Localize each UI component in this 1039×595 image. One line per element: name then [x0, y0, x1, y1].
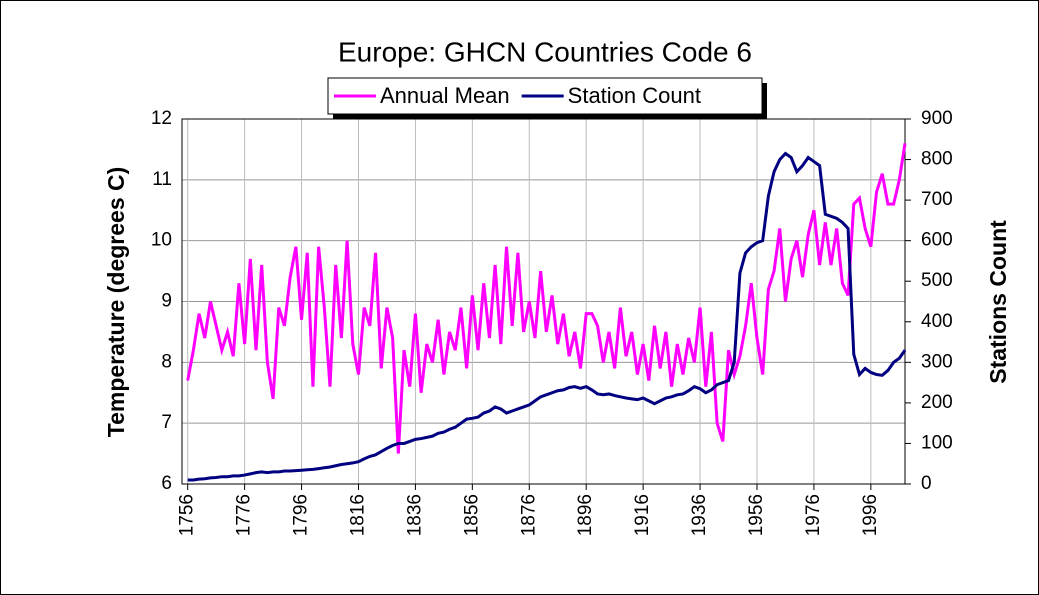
legend: Annual Mean Station Count: [327, 77, 767, 119]
y2-tick-label: 500: [921, 270, 953, 291]
y-tick-label: 12: [151, 108, 172, 129]
x-tick-label: 1836: [404, 494, 425, 536]
y2-tick-label: 200: [921, 392, 953, 413]
series-line: [186, 143, 907, 454]
y2-tick-label: 900: [921, 108, 953, 129]
x-tick-label: 1896: [575, 494, 596, 536]
legend-label: Station Count: [568, 83, 701, 108]
x-tick-label: 1816: [347, 494, 368, 536]
legend-label: Annual Mean: [380, 83, 510, 108]
x-tick-label: 1796: [291, 494, 312, 536]
y-tick-label: 11: [152, 169, 172, 190]
x-tick-label: 1876: [518, 494, 539, 536]
x-tick-label: 1976: [803, 494, 824, 536]
x-tick-label: 1936: [689, 494, 710, 536]
y-tick-label: 7: [161, 412, 172, 433]
y-tick-label: 8: [161, 351, 172, 372]
y-axis-label: Temperature (degrees C): [103, 167, 129, 438]
x-tick-label: 1916: [632, 494, 653, 536]
y2-tick-label: 0: [921, 473, 932, 494]
y2-tick-label: 700: [921, 189, 953, 210]
y2-tick-label: 400: [921, 311, 953, 332]
y2-axis-label: Stations Count: [985, 220, 1011, 384]
y2-tick-label: 800: [921, 149, 953, 170]
chart-title: Europe: GHCN Countries Code 6: [338, 36, 752, 67]
y-tick-label: 10: [151, 230, 172, 251]
x-tick-label: 1996: [860, 494, 881, 536]
x-tick-label: 1856: [461, 494, 482, 536]
series-line: [187, 151, 907, 482]
x-tick-label: 1776: [234, 494, 255, 536]
x-tick-label: 1756: [177, 494, 198, 536]
y-tick-label: 9: [161, 291, 172, 312]
y2-tick-label: 600: [921, 230, 953, 251]
x-tick-label: 1956: [746, 494, 767, 536]
y-tick-label: 6: [161, 473, 172, 494]
y2-tick-label: 300: [921, 351, 953, 372]
y2-tick-label: 100: [921, 432, 953, 453]
